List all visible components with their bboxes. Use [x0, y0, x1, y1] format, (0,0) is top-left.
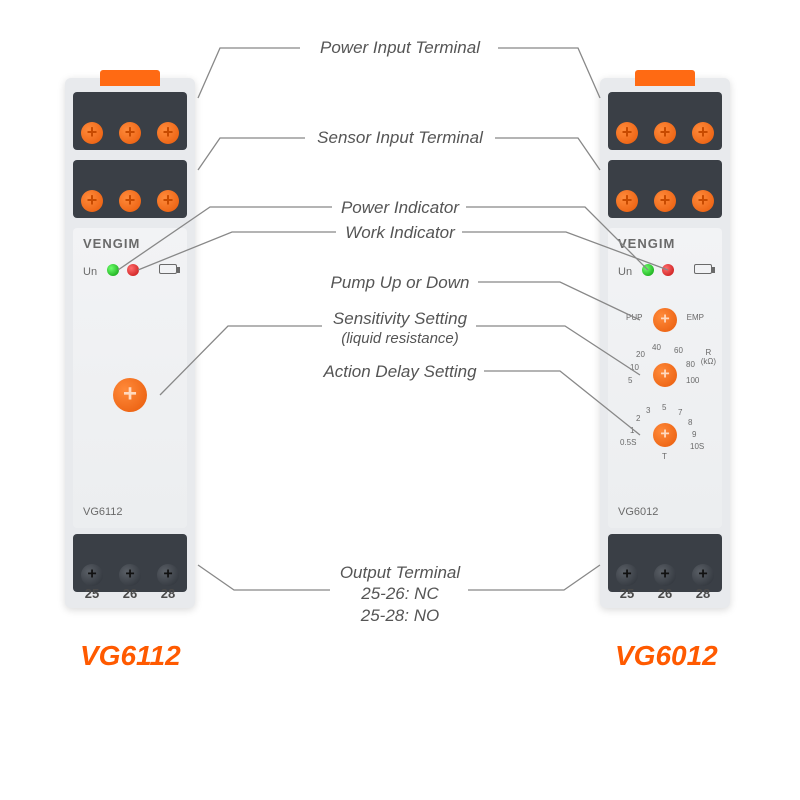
screw [81, 122, 103, 144]
brand-label: VENGIM [83, 236, 140, 251]
t-8: 8 [688, 418, 692, 427]
r-100: 100 [686, 376, 699, 385]
pup-label: PUP [626, 313, 642, 322]
terminal-block-sensor [73, 160, 187, 218]
t-7: 7 [678, 408, 682, 417]
product-name-left: VG6112 [80, 640, 181, 672]
r-10: 10 [630, 363, 639, 372]
screw [81, 190, 103, 212]
terminal-block-power [73, 92, 187, 150]
screw [616, 190, 638, 212]
callout-power-input: Power Input Terminal [320, 38, 480, 58]
work-led-icon [127, 264, 139, 276]
t-label: T [662, 452, 667, 461]
screw [157, 190, 179, 212]
pump-dial[interactable] [653, 308, 677, 332]
screw [692, 122, 714, 144]
t-3: 3 [646, 406, 650, 415]
din-clip [100, 70, 160, 86]
terminal-block-output [73, 534, 187, 592]
r-5: 5 [628, 376, 632, 385]
sensitivity-dial[interactable] [113, 378, 147, 412]
t-9: 9 [692, 430, 696, 439]
battery-icon [694, 264, 712, 274]
power-led-icon [107, 264, 119, 276]
r-unit-label: R (kΩ) [701, 348, 716, 366]
screw [81, 564, 103, 586]
terminal-block-output [608, 534, 722, 592]
power-led-icon [642, 264, 654, 276]
screw [616, 564, 638, 586]
r-80: 80 [686, 360, 695, 369]
screw [119, 190, 141, 212]
screw [157, 564, 179, 586]
work-led-icon [662, 264, 674, 276]
terminal-block-sensor [608, 160, 722, 218]
screw [119, 122, 141, 144]
t-5: 5 [662, 403, 666, 412]
r-20: 20 [636, 350, 645, 359]
din-clip [635, 70, 695, 86]
delay-dial[interactable] [653, 423, 677, 447]
callout-output: Output Terminal 25-26: NC 25-28: NO [340, 562, 460, 626]
t-05: 0.5S [620, 438, 636, 447]
callout-power-ind: Power Indicator [341, 198, 459, 218]
terminal-block-power [608, 92, 722, 150]
t-10: 10S [690, 442, 704, 451]
terminal-labels-out: 252628 [73, 586, 187, 601]
screw [654, 564, 676, 586]
r-40: 40 [652, 343, 661, 352]
callout-action-delay: Action Delay Setting [323, 362, 476, 382]
emp-label: EMP [687, 313, 704, 322]
product-name-right: VG6012 [615, 640, 718, 672]
device-vg6012: A1A2 HDC VENGIM Un PUP EMP R (kΩ) 5 10 2… [600, 78, 730, 608]
device-face: VENGIM Un VG6112 [73, 228, 187, 528]
screw [692, 564, 714, 586]
screw [616, 122, 638, 144]
sensitivity-dial[interactable] [653, 363, 677, 387]
un-label: Un [618, 266, 632, 278]
screw [119, 564, 141, 586]
callout-sensor-input: Sensor Input Terminal [317, 128, 483, 148]
screw [654, 122, 676, 144]
callout-sensitivity: Sensitivity Setting (liquid resistance) [333, 310, 467, 347]
screw [654, 190, 676, 212]
screw [157, 122, 179, 144]
t-2: 2 [636, 414, 640, 423]
screw [692, 190, 714, 212]
device-face: VENGIM Un PUP EMP R (kΩ) 5 10 20 40 60 8… [608, 228, 722, 528]
battery-icon [159, 264, 177, 274]
callout-work-ind: Work Indicator [345, 223, 455, 243]
un-label: Un [83, 266, 97, 278]
t-1: 1 [630, 426, 634, 435]
brand-label: VENGIM [618, 236, 675, 251]
terminal-labels-out: 252628 [608, 586, 722, 601]
device-vg6112: A1A2 E1E2E3 VENGIM Un VG6112 252628 [65, 78, 195, 608]
callout-pump: Pump Up or Down [331, 273, 470, 293]
model-code: VG6112 [83, 506, 123, 518]
model-code: VG6012 [618, 506, 658, 518]
r-60: 60 [674, 346, 683, 355]
